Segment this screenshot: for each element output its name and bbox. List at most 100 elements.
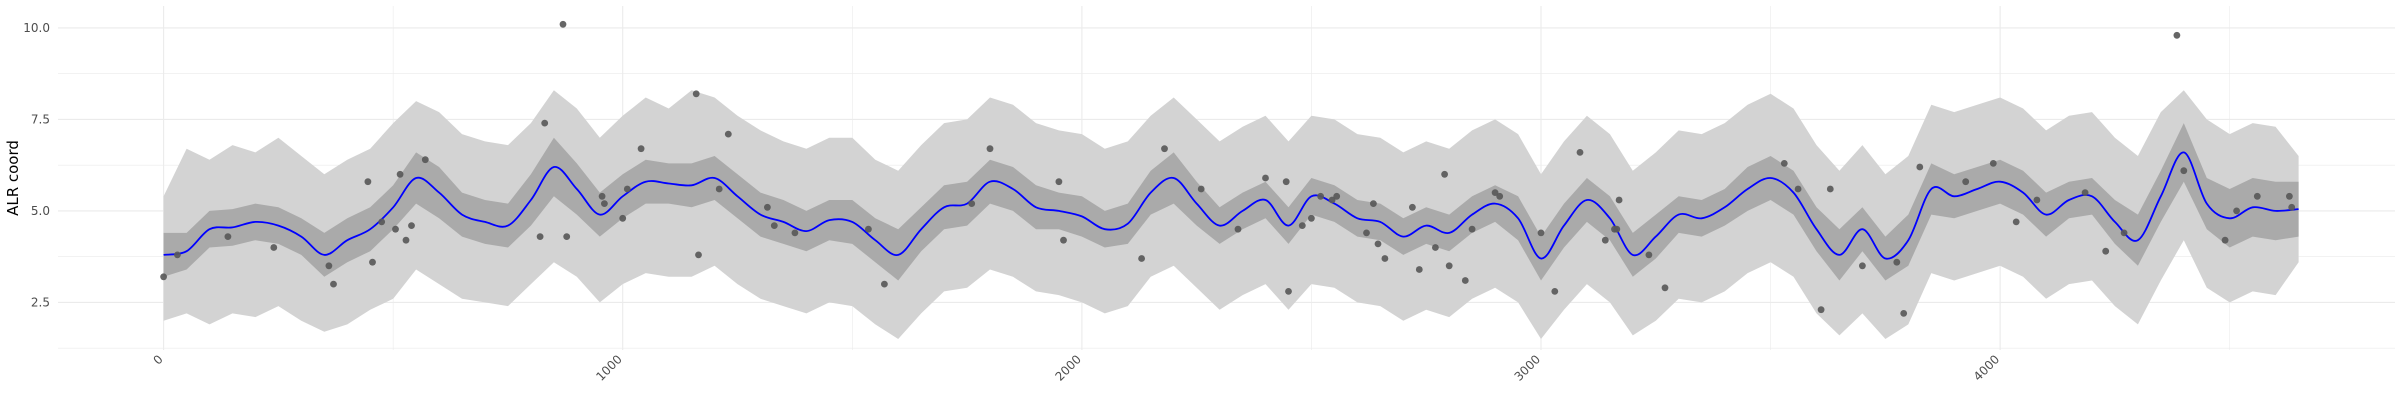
data-point [1333,192,1341,200]
fit-line [163,151,2299,260]
confidence-bands [163,90,2299,339]
data-point [408,222,415,230]
x-tick-label: 2000 [1052,352,1083,383]
data-point [2286,192,2293,200]
data-point [637,145,645,153]
data-point [378,218,386,226]
data-point [986,145,994,153]
data-point [1445,262,1453,270]
data-point [1308,214,1315,222]
data-point [692,90,700,98]
data-point [1645,251,1653,259]
data-point [541,119,549,127]
data-point [1826,185,1834,193]
data-point [1285,288,1292,295]
data-point [1409,203,1416,211]
data-point [396,170,404,178]
data-point [1615,196,1623,204]
data-point [325,262,333,270]
data-point [1432,244,1439,251]
inner-confidence-band [163,123,2299,281]
data-point [2233,207,2241,215]
data-point [1370,200,1377,208]
data-point [364,178,372,186]
x-tick-label: 1000 [593,352,624,383]
data-point [1060,236,1067,244]
data-point [1859,262,1866,270]
data-point [2012,218,2020,226]
y-tick-label: 7.5 [31,112,50,126]
data-point [174,251,181,259]
data-point [1900,310,1908,317]
data-point [881,280,888,288]
data-point [1576,149,1584,156]
data-point [764,203,771,211]
data-point [1661,284,1669,292]
data-point [1138,255,1145,262]
data-point [402,236,410,244]
data-point [1537,229,1545,237]
data-point [1780,160,1788,167]
data-point [619,214,627,222]
data-point [791,229,799,237]
data-point [1989,160,1997,167]
x-tick-label: 0 [150,352,165,367]
data-point [724,130,732,138]
data-point [1962,178,1970,186]
data-point [1441,170,1448,178]
data-point [1415,266,1423,273]
data-point [1491,189,1499,197]
data-point [1161,145,1168,153]
data-point [536,233,544,241]
data-point [2253,192,2261,200]
data-point [968,200,976,208]
data-point [1234,225,1242,233]
fit-line-layer [163,151,2299,260]
data-point [1381,255,1389,262]
x-tick-label: 3000 [1512,352,1543,383]
y-tick-label: 2.5 [31,295,50,309]
data-point [695,251,702,259]
data-point [1262,174,1269,182]
data-point [1298,222,1306,230]
data-point [392,225,399,233]
data-point [1282,178,1290,186]
data-point [2102,247,2110,255]
data-point [1328,196,1336,204]
data-point [2033,196,2041,204]
data-point [1817,306,1825,314]
data-point [330,280,337,288]
data-point [770,222,778,230]
data-point [598,192,606,200]
data-point [1613,225,1621,233]
data-point [1363,229,1370,237]
data-point [1916,163,1924,171]
data-point [1055,178,1063,186]
y-axis-title: ALR coord [4,140,22,216]
data-point [224,233,232,241]
data-point [623,185,631,193]
data-point [1317,192,1324,200]
data-point [1197,185,1205,193]
data-point [2221,236,2229,244]
data-point [559,20,567,28]
data-point [421,156,429,164]
data-point [1468,225,1476,233]
data-points [160,20,2296,317]
data-point [715,185,723,193]
data-point [270,244,278,251]
data-point [2288,203,2296,211]
data-point [563,233,571,241]
data-point [1496,192,1504,200]
data-point [160,273,168,281]
data-point [369,258,376,266]
data-point [1794,185,1802,193]
data-point [1461,277,1469,284]
x-tick-label: 4000 [1971,352,2002,383]
data-point [1374,240,1382,248]
data-point [1601,236,1609,244]
data-point [2180,167,2188,175]
data-point [601,200,608,208]
